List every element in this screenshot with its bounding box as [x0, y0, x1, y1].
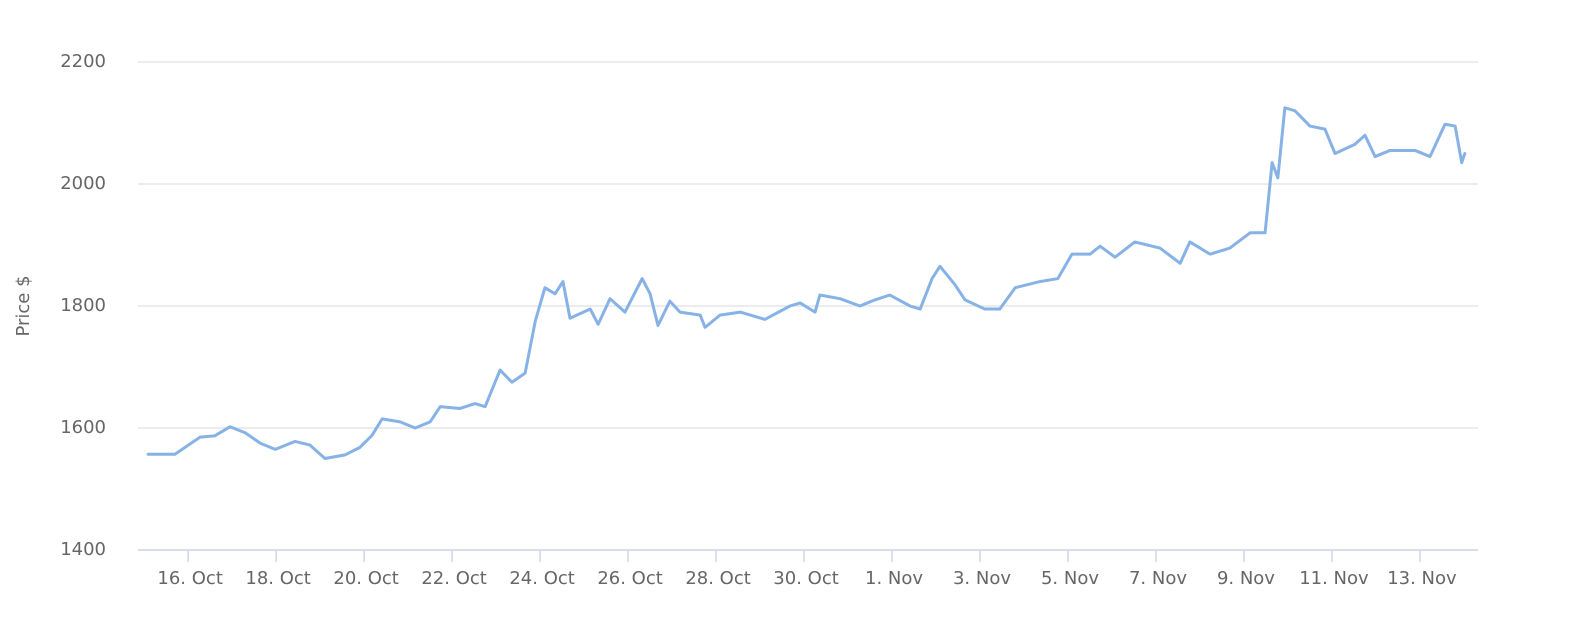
x-tick-label: 11. Nov: [1299, 568, 1369, 589]
y-tick-label: 2000: [60, 173, 106, 194]
x-tick-label: 1. Nov: [865, 568, 923, 589]
x-tick-label: 18. Oct: [245, 568, 310, 589]
x-tick-label: 5. Nov: [1041, 568, 1099, 589]
y-tick-label: 1600: [60, 417, 106, 438]
x-tick-label: 20. Oct: [333, 568, 398, 589]
x-tick-label: 26. Oct: [597, 568, 662, 589]
x-tick-label: 16. Oct: [157, 568, 222, 589]
y-tick-label: 1800: [60, 295, 106, 316]
price-line: [146, 106, 1467, 460]
x-tick-label: 7. Nov: [1129, 568, 1187, 589]
x-tick-label: 22. Oct: [421, 568, 486, 589]
x-tick-label: 3. Nov: [953, 568, 1011, 589]
x-tick-label: 28. Oct: [685, 568, 750, 589]
x-tick-label: 30. Oct: [773, 568, 838, 589]
y-tick-label: 2200: [60, 51, 106, 72]
x-tick-label: 9. Nov: [1217, 568, 1275, 589]
y-tick-label: 1400: [60, 539, 106, 560]
x-tick-label: 24. Oct: [509, 568, 574, 589]
x-tick-label: 13. Nov: [1387, 568, 1457, 589]
y-axis-title: Price $: [13, 275, 34, 336]
